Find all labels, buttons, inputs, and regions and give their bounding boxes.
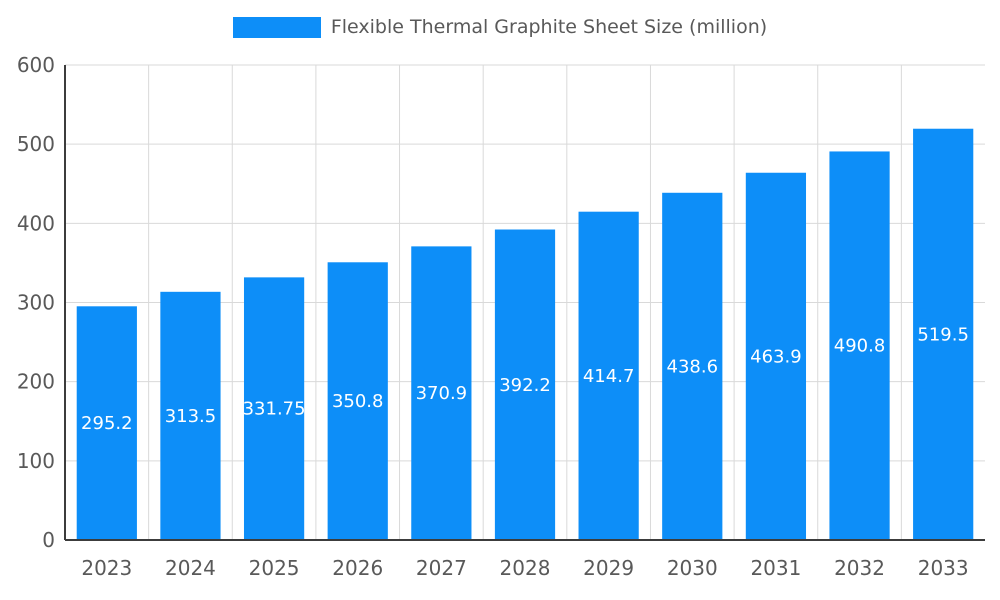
- bar[interactable]: [411, 246, 472, 540]
- bar[interactable]: [76, 306, 137, 540]
- bar-value-label: 463.9: [750, 346, 802, 367]
- bar-value-label: 490.8: [834, 336, 886, 357]
- bar[interactable]: [829, 151, 890, 540]
- x-tick-label: 2026: [332, 556, 383, 580]
- bar-value-label: 414.7: [583, 366, 635, 387]
- bar-value-label: 519.5: [917, 324, 969, 345]
- y-tick-label: 400: [17, 211, 55, 235]
- bar[interactable]: [494, 229, 556, 540]
- y-tick-label: 200: [17, 370, 55, 394]
- bar-value-label: 370.9: [416, 383, 468, 404]
- bar[interactable]: [578, 211, 639, 540]
- x-tick-label: 2030: [667, 556, 718, 580]
- bar[interactable]: [745, 172, 807, 540]
- y-tick-label: 300: [17, 291, 55, 315]
- bar[interactable]: [327, 262, 388, 540]
- legend: Flexible Thermal Graphite Sheet Size (mi…: [0, 16, 1000, 38]
- x-tick-label: 2032: [834, 556, 885, 580]
- x-tick-label: 2028: [500, 556, 551, 580]
- bar[interactable]: [662, 192, 723, 540]
- y-tick-label: 600: [17, 53, 55, 77]
- bar[interactable]: [913, 128, 974, 540]
- legend-label: Flexible Thermal Graphite Sheet Size (mi…: [330, 16, 768, 38]
- x-tick-label: 2027: [416, 556, 467, 580]
- x-tick-label: 2023: [81, 556, 132, 580]
- bar[interactable]: [160, 291, 221, 540]
- x-tick-label: 2024: [165, 556, 216, 580]
- bar-value-label: 313.5: [165, 406, 217, 427]
- y-tick-label: 0: [42, 528, 55, 552]
- bar-value-label: 392.2: [499, 375, 551, 396]
- y-tick-label: 500: [17, 132, 55, 156]
- x-tick-label: 2025: [249, 556, 300, 580]
- bar-value-label: 295.2: [81, 413, 133, 434]
- bar-value-label: 350.8: [332, 391, 384, 412]
- bar-value-label: 438.6: [667, 356, 719, 377]
- bar-value-label: 331.75: [243, 399, 306, 420]
- x-tick-label: 2033: [918, 556, 969, 580]
- y-tick-label: 100: [17, 449, 55, 473]
- legend-swatch: [232, 16, 321, 38]
- bar[interactable]: [243, 277, 305, 540]
- x-tick-label: 2029: [583, 556, 634, 580]
- x-tick-label: 2031: [750, 556, 801, 580]
